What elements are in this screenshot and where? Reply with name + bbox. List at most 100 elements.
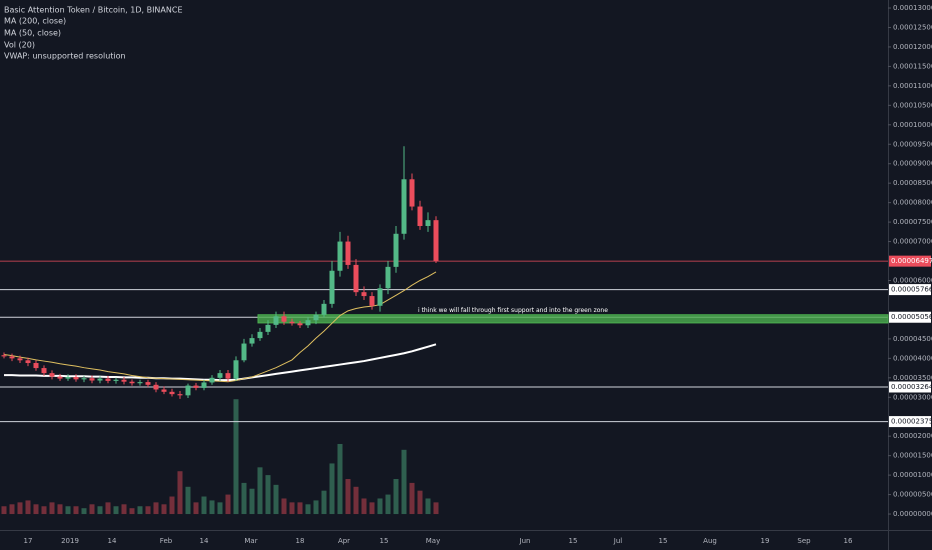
candle-body	[257, 331, 263, 339]
volume-bar	[217, 502, 223, 515]
y-tick-label: 0.00000000	[893, 510, 932, 518]
volume-bar	[257, 467, 263, 515]
candle-body	[17, 358, 23, 361]
candle-body	[241, 343, 247, 361]
volume-bar	[9, 504, 15, 515]
candle-body	[97, 378, 103, 381]
price-label-box	[889, 381, 931, 393]
volume-bar	[185, 486, 191, 515]
volume-bar	[273, 484, 279, 515]
volume-bar	[305, 504, 311, 515]
x-tick-label: 18	[296, 537, 305, 545]
volume-bar	[281, 498, 287, 515]
candle-body	[185, 385, 191, 396]
candle-body	[329, 270, 335, 304]
candle-body	[33, 363, 39, 369]
y-tick-label: 0.00004500	[893, 335, 932, 343]
volume-bar	[329, 463, 335, 515]
candle-body	[425, 220, 431, 226]
volume-bar	[297, 502, 303, 515]
y-tick-label: 0.00001000	[893, 471, 932, 479]
chart-title: Basic Attention Token / Bitcoin, 1D, BIN…	[4, 6, 183, 15]
x-tick-label: Jul	[613, 537, 623, 545]
y-tick-label: 0.00008000	[893, 199, 932, 207]
price-label: 0.00005766	[891, 286, 932, 294]
candle-body	[409, 179, 415, 207]
x-tick-label: 16	[844, 537, 853, 545]
y-tick-label: 0.00010000	[893, 121, 932, 129]
volume-bar	[113, 506, 119, 515]
volume-bar	[433, 502, 439, 515]
y-tick-label: 0.00009000	[893, 160, 932, 168]
candle-body	[281, 316, 287, 322]
y-tick-label: 0.00011500	[893, 62, 932, 70]
candle-body	[105, 378, 111, 381]
candle-body	[313, 314, 319, 321]
green-zone	[257, 314, 889, 324]
x-tick-label: Mar	[244, 537, 257, 545]
y-tick-label: 0.00012500	[893, 23, 932, 31]
candle-body	[81, 378, 87, 380]
price-label-box	[889, 284, 931, 296]
candle-body	[129, 381, 135, 384]
volume-bar	[145, 506, 151, 515]
x-tick-label: 15	[380, 537, 389, 545]
candle-body	[273, 316, 279, 325]
x-tick-label: 15	[659, 537, 668, 545]
candle-body	[137, 382, 143, 384]
candle-body	[353, 264, 359, 293]
candle-body	[49, 373, 55, 377]
candle-body	[57, 376, 63, 379]
volume-bar	[369, 502, 375, 515]
volume-bar	[377, 498, 383, 515]
volume-bar	[225, 494, 231, 515]
volume-bar	[345, 479, 351, 515]
candle-body	[73, 377, 79, 380]
x-tick-label: 14	[200, 537, 209, 545]
candle-body	[289, 321, 295, 324]
volume-bar	[409, 482, 415, 515]
candle-body	[401, 179, 407, 234]
price-label: 0.00002375	[891, 418, 932, 426]
volume-bar	[313, 500, 319, 515]
volume-bar	[17, 502, 23, 515]
candle-body	[377, 288, 383, 306]
volume-bar	[65, 506, 71, 515]
volume-bar	[241, 482, 247, 515]
y-tick-label: 0.00006000	[893, 276, 932, 284]
candle-body	[337, 241, 343, 271]
candle-body	[417, 206, 423, 226]
candle-body	[265, 324, 271, 332]
y-tick-label: 0.00008500	[893, 179, 932, 187]
x-tick-label: 17	[24, 537, 33, 545]
candle-body	[41, 368, 47, 374]
volume-bar	[105, 502, 111, 515]
volume-bar	[161, 504, 167, 515]
volume-bar	[25, 500, 31, 515]
legend-entry: MA (200, close)	[4, 17, 66, 26]
candle-body	[89, 378, 95, 381]
candle-body	[25, 360, 31, 364]
last-price-label: 0.00006497	[891, 257, 932, 265]
price-label-box	[889, 311, 931, 323]
volume-bar	[201, 496, 207, 515]
y-tick-label: 0.00002000	[893, 432, 932, 440]
x-tick-label: May	[426, 537, 440, 545]
y-tick-label: 0.00013000	[893, 4, 932, 12]
volume-bar	[81, 508, 87, 515]
candle-body	[249, 338, 255, 344]
x-tick-label: 14	[108, 537, 117, 545]
candle-body	[297, 323, 303, 326]
y-tick-label: 0.00003500	[893, 374, 932, 382]
candle-body	[145, 382, 151, 385]
volume-bar	[49, 502, 55, 515]
volume-bar	[41, 506, 47, 515]
volume-bar	[97, 506, 103, 515]
candle-body	[393, 233, 399, 267]
candle-body	[169, 391, 175, 395]
x-tick-label: 19	[761, 537, 770, 545]
x-tick-label: Apr	[338, 537, 350, 545]
candle-body	[1, 355, 7, 357]
annotation: i think we will fall through first suppo…	[418, 307, 608, 314]
